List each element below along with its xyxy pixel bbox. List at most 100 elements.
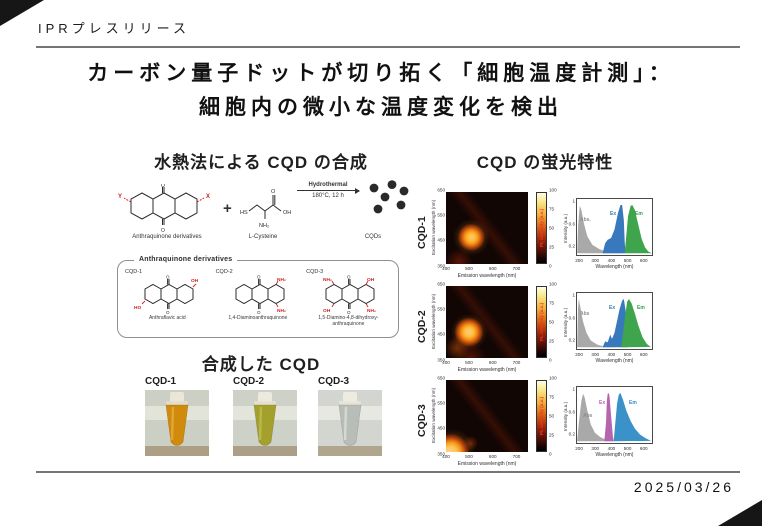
svg-text:O: O — [271, 189, 276, 195]
pl-colorbar — [536, 192, 547, 264]
derivative-name: 1,4-Diaminoanthraquinone — [228, 315, 288, 321]
ex-label: Ex — [609, 305, 616, 311]
svg-text:O: O — [166, 310, 170, 315]
fluorescence-title: CQD の蛍光特性 — [476, 153, 614, 172]
fluorescence-row-cqd1: CQD-1 Excitation wavelength (nm) 650 550… — [415, 186, 675, 280]
synthesis-figure: 水熱法による CQD の合成 O O Y X + HS NH₂ — [115, 148, 409, 468]
spectra-x-axis-label: Wavelength (nm) — [595, 358, 634, 364]
anthraquinone-structure: O O Y X — [118, 184, 210, 234]
em-label: Em — [635, 211, 643, 217]
spectra-y-ticks: 1 0.6 0.2 — [568, 198, 575, 249]
l-cysteine-structure: HS NH₂ O OH — [240, 189, 291, 229]
svg-text:O: O — [257, 310, 261, 315]
spectra-y-ticks: 1 0.6 0.2 — [568, 386, 575, 437]
svg-text:NH₂: NH₂ — [277, 308, 286, 314]
em-label: Em — [637, 305, 645, 311]
header-divider — [36, 46, 740, 48]
diamino-dihydroxy-anthraquinone-structure: O O NH₂ OH OH NH₂ — [323, 275, 376, 315]
corner-triangle-bottom-right — [718, 500, 762, 526]
eem-heatmap — [446, 380, 528, 452]
reaction-condition-top: Hydrothermal — [308, 182, 348, 188]
svg-text:HS: HS — [240, 210, 248, 216]
svg-text:OH: OH — [283, 210, 291, 216]
cuvette-photo-cqd3 — [318, 390, 382, 456]
row-label: CQD-2 — [416, 310, 428, 344]
abs-label: Abs — [583, 413, 593, 419]
fluorescence-row-cqd3: CQD-3 Excitation wavelength (nm) 650 550… — [415, 374, 675, 468]
synthesized-title: 合成した CQD — [201, 355, 321, 374]
pl-colorbar — [536, 380, 547, 452]
substituent-x: X — [206, 194, 210, 200]
pl-colorbar — [536, 286, 547, 358]
fluorescence-row-cqd2: CQD-2 Excitation wavelength (nm) 650 550… — [415, 280, 675, 374]
spectra-x-ticks: 200 300 400 500 600 — [575, 352, 648, 357]
svg-text:NH₂: NH₂ — [277, 277, 286, 283]
derivative-cqd2: CQD-2 O O NH₂ NH₂ 1,4-Diaminoanthraquino… — [213, 267, 304, 335]
sample-photos: CQD-1 CQD-2 — [115, 376, 407, 468]
cqd-dots — [369, 180, 409, 214]
reactant2-label: L-Cysteine — [248, 234, 278, 240]
row-label: CQD-3 — [416, 404, 428, 438]
derivative-name: Anthraflavic acid — [148, 315, 186, 321]
eem-heatmap — [446, 192, 528, 264]
plus-sign: + — [223, 200, 232, 217]
synthesis-title: 水熱法による CQD の合成 — [154, 153, 368, 172]
ex-label: Ex — [610, 211, 617, 217]
cuvette-photo-cqd2 — [233, 390, 297, 456]
page-title: カーボン量子ドットが切り拓く「細胞温度計測」： 細胞内の微小な温度変化を検出 — [0, 57, 762, 125]
arrow-line — [297, 187, 360, 194]
eem-x-ticks: 400 500 600 700 — [442, 454, 521, 459]
sample-cqd1: CQD-1 — [145, 376, 209, 456]
eem-y-ticks: 650 550 450 350 — [437, 187, 445, 269]
sample-cqd3: CQD-3 — [318, 376, 382, 456]
spectra-plot: Abs. Ex Em — [576, 198, 653, 256]
header-label: IPRプレスリリース — [38, 21, 191, 36]
svg-text:O: O — [161, 228, 165, 234]
spectra-y-ticks: 1 0.6 0.2 — [568, 292, 575, 343]
eem-x-ticks: 400 500 600 700 — [442, 266, 521, 271]
pl-colorbar-label: PL intensity (a.u.) — [539, 396, 544, 436]
spectra-x-axis-label: Wavelength (nm) — [595, 264, 634, 270]
svg-text:NH₂: NH₂ — [259, 223, 269, 229]
svg-text:OH: OH — [323, 308, 331, 314]
derivatives-box: Anthraquinone derivatives CQD-1 O O OH — [117, 256, 399, 338]
derivative-cqd1: CQD-1 O O OH HO Anthraflavic acid — [122, 267, 213, 335]
pl-colorbar-label: PL intensity (a.u.) — [539, 302, 544, 342]
corner-triangle-top-left — [0, 0, 44, 26]
ex-label: Ex — [599, 400, 606, 406]
eem-x-axis-label: Emission wavelength (nm) — [457, 461, 517, 467]
product-label: CQDs — [364, 234, 382, 240]
diaminoanthraquinone-structure: O O NH₂ NH₂ — [235, 275, 286, 315]
svg-text:O: O — [347, 310, 351, 315]
svg-text:HO: HO — [134, 305, 141, 311]
svg-text:OH: OH — [191, 278, 199, 284]
spectra-plot: Abs Ex Em — [576, 292, 653, 350]
footer-divider — [36, 471, 740, 473]
em-label: Em — [629, 400, 637, 406]
reactant1-label: Anthraquinone derivatives — [132, 234, 202, 240]
fluorescence-figure: CQD の蛍光特性 CQD-1 Excitation wavelength (n… — [415, 148, 675, 478]
pl-colorbar-ticks: 100 75 50 25 0 — [549, 281, 557, 363]
svg-text:OH: OH — [367, 277, 375, 283]
spectra-x-ticks: 200 300 400 500 600 — [575, 446, 648, 451]
eem-y-ticks: 650 550 450 350 — [437, 281, 445, 363]
svg-text:NH₂: NH₂ — [323, 277, 332, 283]
eem-heatmap — [446, 286, 528, 358]
svg-text:NH₂: NH₂ — [367, 308, 376, 314]
anthraflavic-acid-structure: O O OH HO — [134, 275, 199, 315]
date: 2025/03/26 — [633, 479, 734, 495]
reaction-arrow: Hydrothermal 180°C, 12 h — [297, 182, 360, 199]
eem-x-ticks: 400 500 600 700 — [442, 360, 521, 365]
derivative-cqd3: CQD-3 O O NH₂ OH OH NH₂ 1,5-Dia — [303, 267, 394, 335]
reaction-condition-bottom: 180°C, 12 h — [312, 193, 344, 199]
abs-label: Abs — [580, 311, 590, 317]
cuvette-photo-cqd1 — [145, 390, 209, 456]
sample-cqd2: CQD-2 — [233, 376, 297, 456]
eem-y-ticks: 650 550 450 350 — [437, 375, 445, 457]
pl-colorbar-label: PL intensity (a.u.) — [539, 208, 544, 248]
svg-text:O: O — [257, 275, 261, 280]
eem-x-axis-label: Emission wavelength (nm) — [457, 273, 517, 279]
substituent-y: Y — [118, 194, 122, 200]
spectra-x-ticks: 200 300 400 500 600 — [575, 258, 648, 263]
